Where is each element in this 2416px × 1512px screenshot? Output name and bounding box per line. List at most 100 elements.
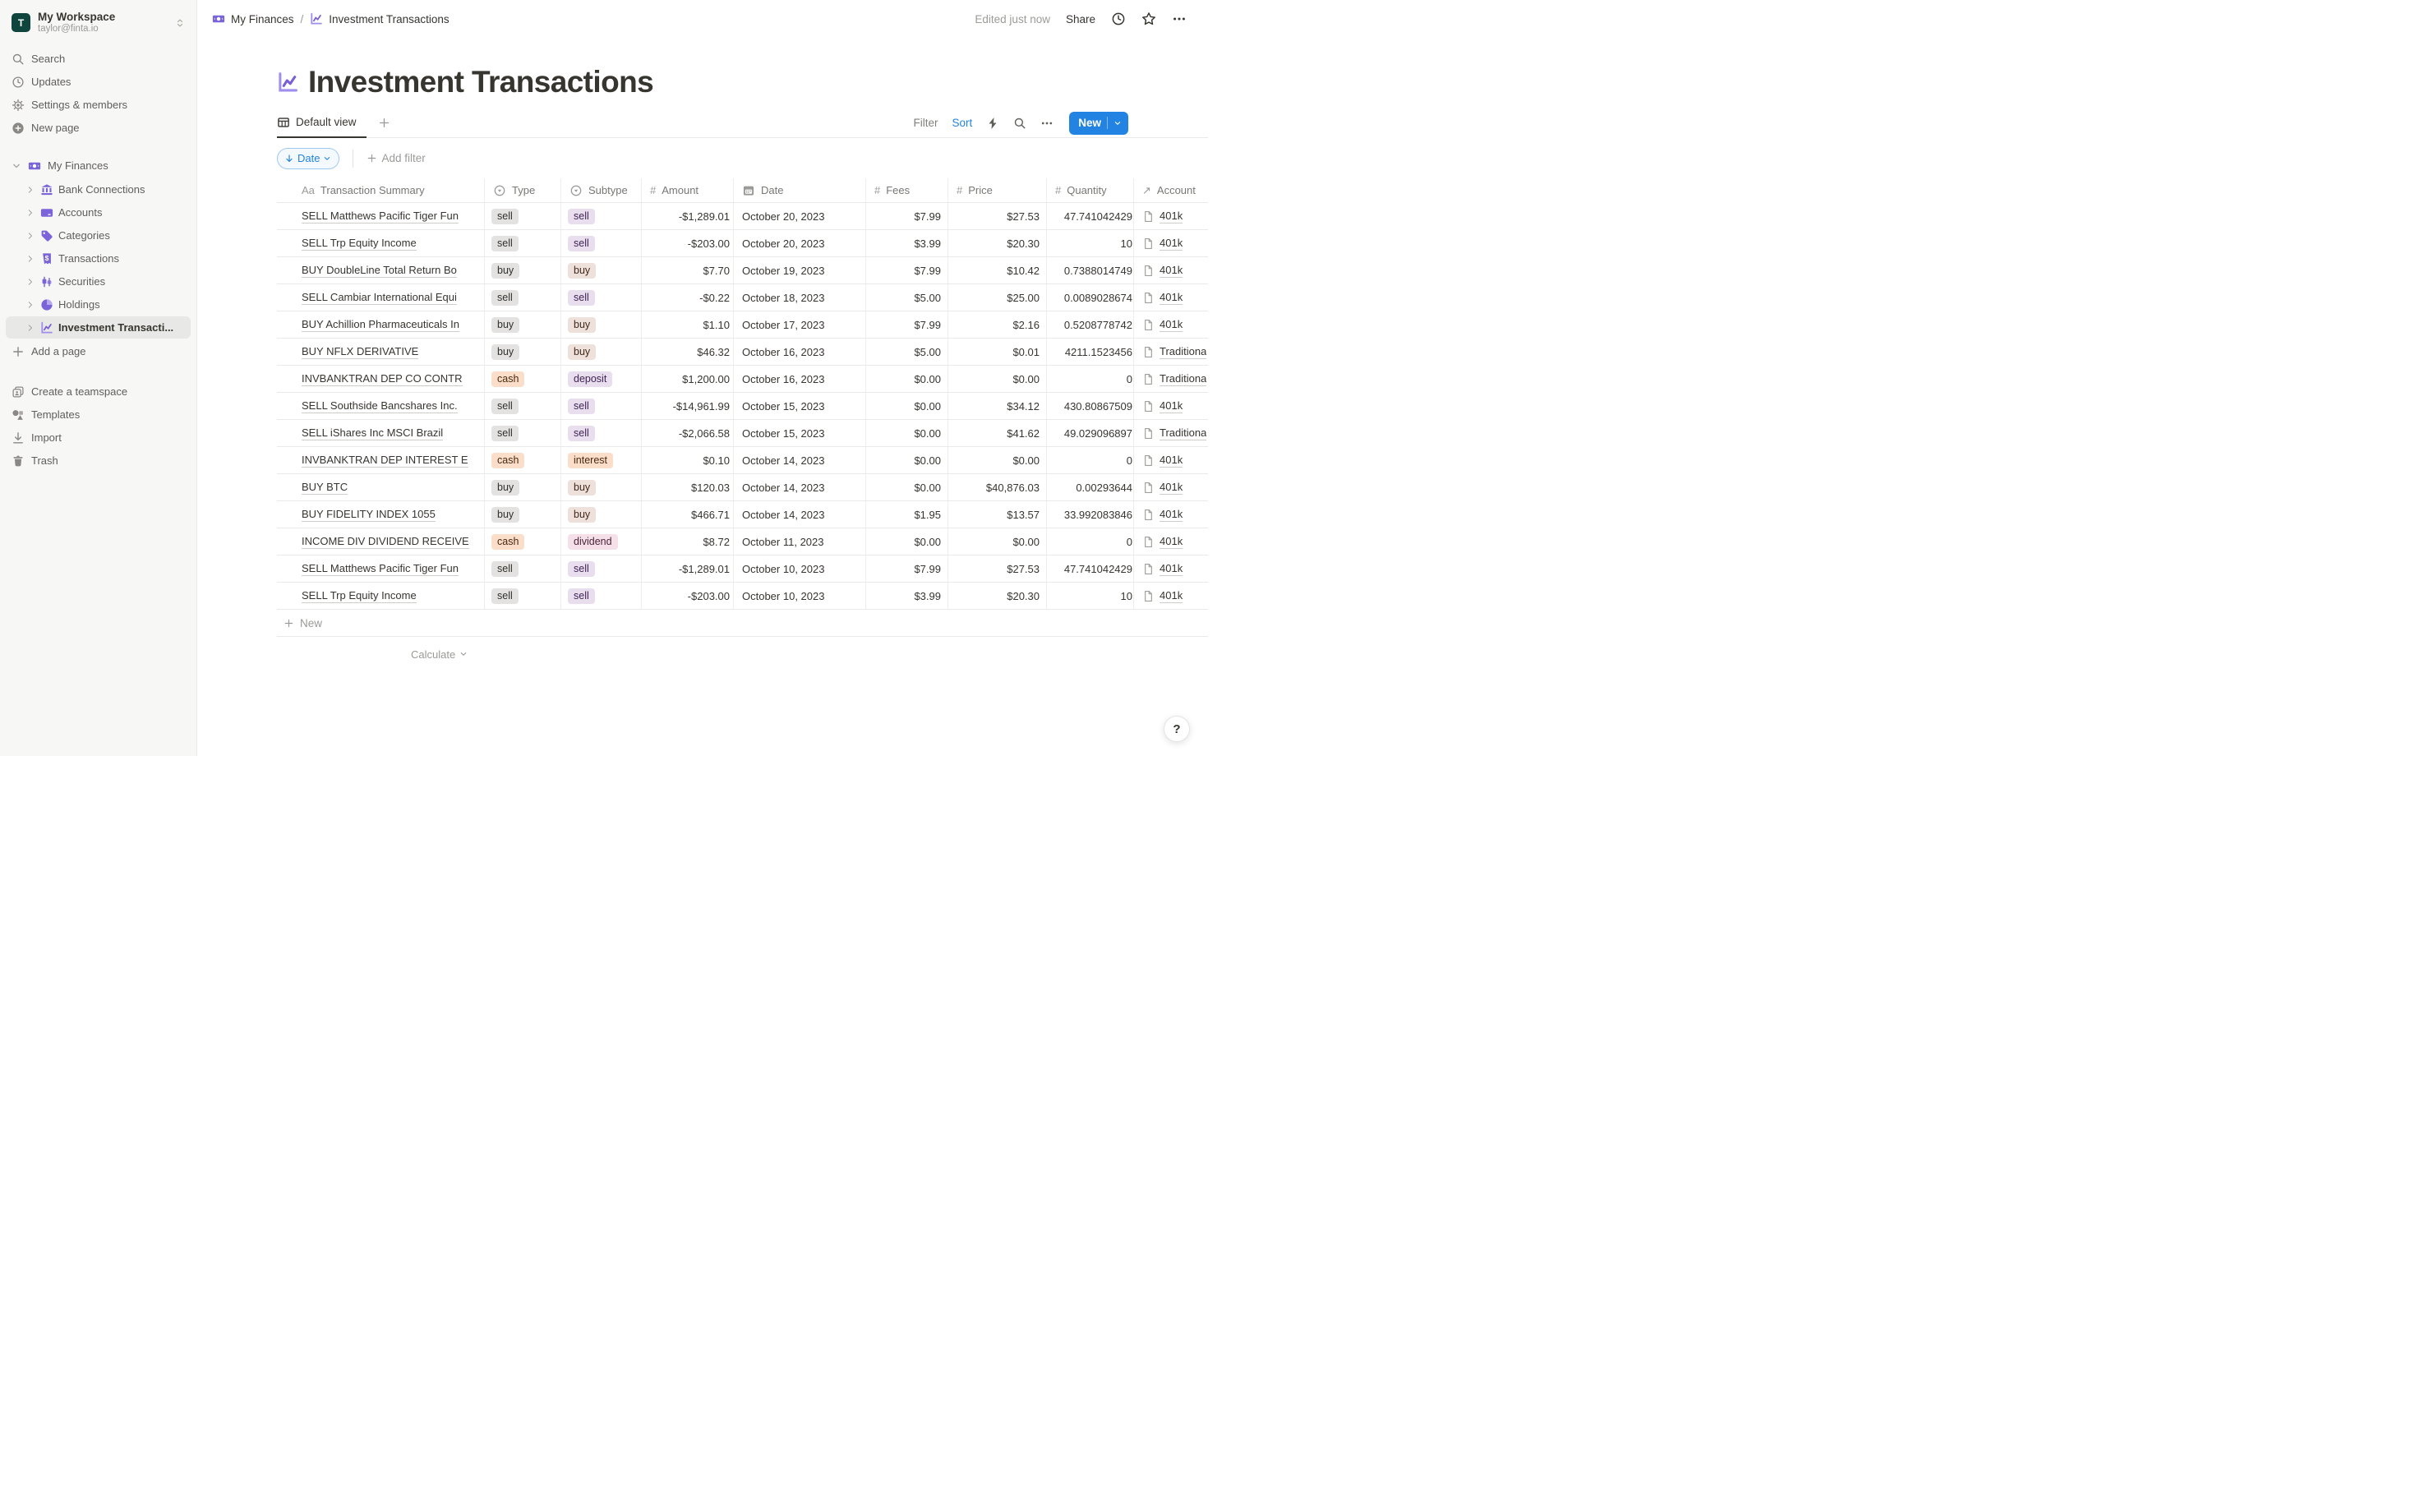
transaction-summary-link[interactable]: SELL Trp Equity Income <box>302 588 417 603</box>
cell-quantity[interactable]: 10 <box>1046 230 1133 256</box>
cell-subtype[interactable]: buy <box>560 501 641 528</box>
automation-bolt-icon[interactable] <box>986 117 999 130</box>
transaction-summary-link[interactable]: SELL Matthews Pacific Tiger Fun <box>302 561 459 576</box>
cell-type[interactable]: cash <box>484 447 560 473</box>
cell-amount[interactable]: -$14,961.99 <box>641 393 733 419</box>
cell-type[interactable]: buy <box>484 339 560 365</box>
cell-transaction-summary[interactable]: SELL Southside Bancshares Inc. <box>277 393 484 419</box>
cell-quantity[interactable]: 47.741042429 <box>1046 555 1133 582</box>
cell-type[interactable]: sell <box>484 583 560 609</box>
cell-amount[interactable]: $466.71 <box>641 501 733 528</box>
transaction-summary-link[interactable]: INVBANKTRAN DEP CO CONTR <box>302 371 463 386</box>
cell-type[interactable]: buy <box>484 311 560 338</box>
cell-transaction-summary[interactable]: SELL Trp Equity Income <box>277 230 484 256</box>
cell-date[interactable]: October 10, 2023 <box>733 555 865 582</box>
cell-subtype[interactable]: dividend <box>560 528 641 555</box>
cell-type[interactable]: cash <box>484 366 560 392</box>
cell-quantity[interactable]: 0.00293644 <box>1046 474 1133 500</box>
cell-type[interactable]: buy <box>484 474 560 500</box>
account-link[interactable]: 401k <box>1160 399 1183 413</box>
cell-quantity[interactable]: 430.80867509 <box>1046 393 1133 419</box>
cell-amount[interactable]: $46.32 <box>641 339 733 365</box>
cell-price[interactable]: $25.00 <box>947 284 1046 311</box>
cell-amount[interactable]: $0.10 <box>641 447 733 473</box>
column-header-price[interactable]: # Price <box>947 178 1046 202</box>
chevron-down-icon[interactable] <box>1113 119 1122 127</box>
cell-account[interactable]: 401k <box>1133 501 1208 528</box>
cell-fees[interactable]: $0.00 <box>865 474 947 500</box>
cell-type[interactable]: sell <box>484 203 560 229</box>
cell-price[interactable]: $27.53 <box>947 555 1046 582</box>
cell-subtype[interactable]: sell <box>560 555 641 582</box>
cell-transaction-summary[interactable]: BUY FIDELITY INDEX 1055 <box>277 501 484 528</box>
cell-transaction-summary[interactable]: SELL Matthews Pacific Tiger Fun <box>277 203 484 229</box>
more-options-icon[interactable] <box>1172 12 1187 26</box>
cell-type[interactable]: sell <box>484 230 560 256</box>
cell-price[interactable]: $41.62 <box>947 420 1046 446</box>
cell-price[interactable]: $27.53 <box>947 203 1046 229</box>
page-title[interactable]: Investment Transactions <box>308 65 654 99</box>
cell-quantity[interactable]: 4211.1523456 <box>1046 339 1133 365</box>
cell-fees[interactable]: $5.00 <box>865 284 947 311</box>
cell-subtype[interactable]: sell <box>560 230 641 256</box>
cell-account[interactable]: 401k <box>1133 583 1208 609</box>
cell-transaction-summary[interactable]: INVBANKTRAN DEP INTEREST E <box>277 447 484 473</box>
cell-fees[interactable]: $3.99 <box>865 583 947 609</box>
cell-quantity[interactable]: 0 <box>1046 447 1133 473</box>
sort-chip-date[interactable]: Date <box>277 147 340 169</box>
sidebar-item-settings-members[interactable]: Settings & members <box>6 94 191 116</box>
cell-fees[interactable]: $0.00 <box>865 366 947 392</box>
cell-fees[interactable]: $7.99 <box>865 203 947 229</box>
sidebar-item-create-a-teamspace[interactable]: Create a teamspace <box>6 380 191 403</box>
cell-fees[interactable]: $0.00 <box>865 420 947 446</box>
cell-date[interactable]: October 20, 2023 <box>733 230 865 256</box>
cell-subtype[interactable]: sell <box>560 583 641 609</box>
column-header-summary[interactable]: Aa Transaction Summary <box>277 178 484 202</box>
sidebar-item-holdings[interactable]: Holdings <box>6 293 191 316</box>
sidebar-item-bank-connections[interactable]: Bank Connections <box>6 178 191 201</box>
cell-amount[interactable]: $8.72 <box>641 528 733 555</box>
cell-date[interactable]: October 14, 2023 <box>733 447 865 473</box>
column-header-subtype[interactable]: Subtype <box>560 178 641 202</box>
cell-fees[interactable]: $7.99 <box>865 257 947 284</box>
account-link[interactable]: 401k <box>1160 317 1183 332</box>
sidebar-item-import[interactable]: Import <box>6 426 191 449</box>
cell-transaction-summary[interactable]: BUY NFLX DERIVATIVE <box>277 339 484 365</box>
column-header-type[interactable]: Type <box>484 178 560 202</box>
cell-date[interactable]: October 15, 2023 <box>733 420 865 446</box>
add-view-icon[interactable] <box>378 117 390 129</box>
column-header-date[interactable]: Date <box>733 178 865 202</box>
new-row-button[interactable]: New <box>277 610 1208 637</box>
help-button[interactable]: ? <box>1164 716 1190 742</box>
add-filter-button[interactable]: Add filter <box>367 152 426 164</box>
cell-transaction-summary[interactable]: SELL Trp Equity Income <box>277 583 484 609</box>
cell-type[interactable]: buy <box>484 501 560 528</box>
sidebar-item-trash[interactable]: Trash <box>6 449 191 472</box>
cell-price[interactable]: $0.00 <box>947 528 1046 555</box>
cell-type[interactable]: cash <box>484 528 560 555</box>
cell-amount[interactable]: -$203.00 <box>641 583 733 609</box>
account-link[interactable]: 401k <box>1160 588 1183 603</box>
cell-type[interactable]: buy <box>484 257 560 284</box>
account-link[interactable]: 401k <box>1160 453 1183 468</box>
cell-quantity[interactable]: 10 <box>1046 583 1133 609</box>
cell-date[interactable]: October 20, 2023 <box>733 203 865 229</box>
view-options-icon[interactable] <box>1040 117 1054 130</box>
cell-amount[interactable]: -$1,289.01 <box>641 555 733 582</box>
account-link[interactable]: 401k <box>1160 236 1183 251</box>
account-link[interactable]: 401k <box>1160 209 1183 224</box>
breadcrumb-my-finances[interactable]: My Finances <box>212 12 294 25</box>
cell-amount[interactable]: -$203.00 <box>641 230 733 256</box>
account-link[interactable]: Traditiona <box>1160 426 1207 440</box>
cell-transaction-summary[interactable]: BUY DoubleLine Total Return Bo <box>277 257 484 284</box>
sidebar-item-templates[interactable]: Templates <box>6 403 191 426</box>
cell-quantity[interactable]: 0 <box>1046 528 1133 555</box>
cell-date[interactable]: October 15, 2023 <box>733 393 865 419</box>
cell-transaction-summary[interactable]: SELL iShares Inc MSCI Brazil <box>277 420 484 446</box>
account-link[interactable]: 401k <box>1160 561 1183 576</box>
transaction-summary-link[interactable]: BUY FIDELITY INDEX 1055 <box>302 507 436 522</box>
cell-date[interactable]: October 10, 2023 <box>733 583 865 609</box>
account-link[interactable]: 401k <box>1160 290 1183 305</box>
cell-date[interactable]: October 16, 2023 <box>733 366 865 392</box>
cell-subtype[interactable]: sell <box>560 393 641 419</box>
